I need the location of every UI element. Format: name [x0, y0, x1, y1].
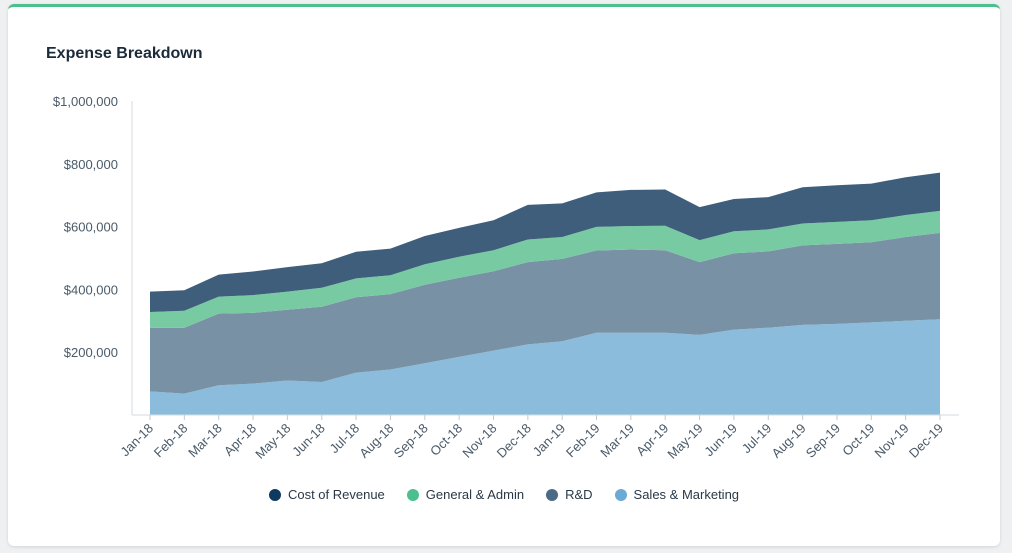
x-tick-label: Oct-19 — [839, 421, 877, 459]
y-tick-label: $600,000 — [64, 220, 118, 235]
legend-item-sales-marketing[interactable]: Sales & Marketing — [614, 487, 740, 502]
x-tick-label: Mar-19 — [597, 421, 637, 461]
x-tick-label: May-19 — [664, 421, 705, 462]
legend-item-general-admin[interactable]: General & Admin — [406, 487, 525, 502]
legend-swatch-general-admin — [406, 488, 419, 501]
legend-item-cost-of-revenue[interactable]: Cost of Revenue — [268, 487, 385, 502]
y-tick-label: $200,000 — [64, 345, 118, 360]
legend-label-rnd: R&D — [565, 487, 593, 502]
x-tick-label: Jan-18 — [117, 421, 156, 460]
area-cost-of-revenue[interactable] — [150, 172, 940, 312]
x-tick-label: Aug-18 — [356, 421, 396, 461]
x-tick-label: Dec-18 — [494, 421, 534, 461]
chart-title: Expense Breakdown — [46, 45, 203, 62]
legend-swatch-rnd — [546, 488, 559, 501]
x-tick-label: Dec-19 — [906, 421, 946, 461]
x-tick-label: Oct-18 — [427, 421, 465, 459]
x-tick-label: Mar-18 — [185, 421, 225, 461]
x-tick-label: Nov-19 — [872, 421, 912, 461]
x-tick-label: Jan-19 — [530, 421, 569, 460]
y-tick-label: $800,000 — [64, 157, 118, 172]
expense-breakdown-card: Expense Breakdown $200,000 $400,000 $600,0… — [8, 4, 1000, 546]
x-tick-label: Feb-19 — [563, 421, 603, 461]
area-general-admin[interactable] — [150, 210, 940, 328]
area-sales-marketing[interactable] — [150, 319, 940, 415]
x-tick-label: Jun-19 — [701, 421, 740, 460]
legend-swatch-cost-of-revenue — [268, 488, 281, 501]
x-tick-label: Sep-19 — [803, 421, 843, 461]
x-tick-label: Nov-18 — [459, 421, 499, 461]
x-tick-label: May-18 — [252, 421, 293, 462]
area-r-d[interactable] — [150, 232, 940, 394]
chart-legend: Cost of Revenue General & Admin R&D Sale… — [8, 487, 1000, 502]
legend-label-sales-marketing: Sales & Marketing — [633, 487, 740, 502]
legend-swatch-sales-marketing — [614, 488, 627, 501]
legend-label-general-admin: General & Admin — [425, 487, 525, 502]
x-tick-label: Aug-19 — [768, 421, 808, 461]
x-tick-label: Jun-18 — [289, 421, 328, 460]
y-tick-label: $400,000 — [64, 282, 118, 297]
area-chart: $200,000 $400,000 $600,000 $800,000 $1,000,0… — [53, 94, 959, 462]
legend-item-rnd[interactable]: R&D — [546, 487, 593, 502]
legend-label-cost-of-revenue: Cost of Revenue — [287, 487, 385, 502]
y-tick-label: $1,000,000 — [53, 94, 118, 109]
x-tick-label: Feb-18 — [151, 421, 191, 461]
x-tick-label: Sep-18 — [391, 421, 431, 461]
